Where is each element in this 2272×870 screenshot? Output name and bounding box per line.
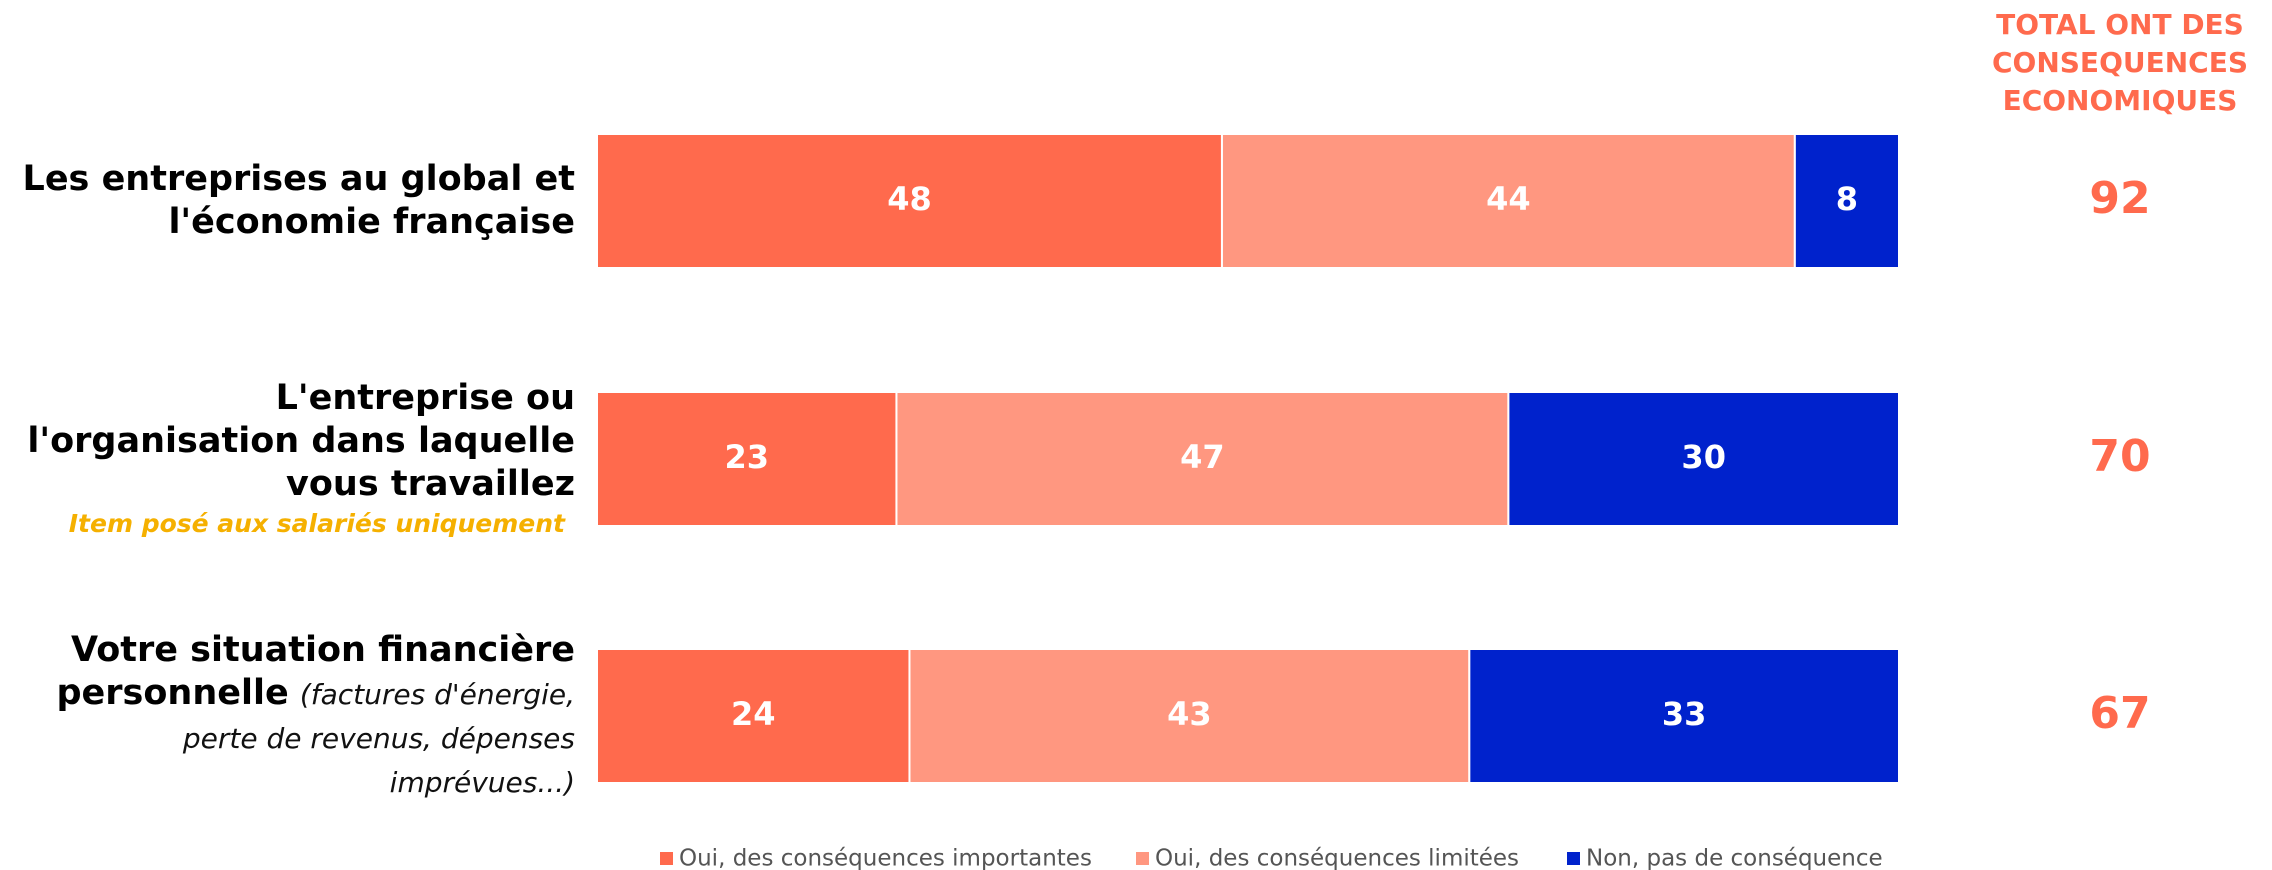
value-label: 23 <box>724 438 769 476</box>
legend-label: Oui, des conséquences importantes <box>679 846 1092 870</box>
legend-swatch <box>1567 852 1580 865</box>
value-label: 47 <box>1180 438 1225 476</box>
bar-segment <box>1507 391 1901 527</box>
category-text: L'entreprise ou l'organisation dans laqu… <box>27 377 575 504</box>
bar-segment <box>596 648 911 784</box>
legend-label: Non, pas de conséquence <box>1586 846 1883 870</box>
value-label: 24 <box>731 695 776 733</box>
total-value: 92 <box>2089 173 2150 224</box>
category-label: L'entreprise ou l'organisation dans laqu… <box>0 377 575 542</box>
annotation: (factures d'énergie, perte de revenus, d… <box>182 677 575 799</box>
legend-label: Oui, des conséquences limitées <box>1155 846 1519 870</box>
bar-segment <box>895 391 1510 527</box>
bar-segment <box>908 648 1471 784</box>
bar-segment <box>1468 648 1900 784</box>
category-text: Votre situation financière personnelle <box>56 629 575 713</box>
value-label: 44 <box>1486 180 1531 218</box>
value-label: 8 <box>1836 180 1858 218</box>
value-label: 48 <box>887 180 932 218</box>
bar-segment <box>1220 133 1796 269</box>
value-label: 33 <box>1662 695 1707 733</box>
value-label: 43 <box>1167 695 1212 733</box>
bar-segment <box>596 133 1223 269</box>
category-label: Les entreprises au global et l'économie … <box>0 158 575 244</box>
bar-segment <box>596 391 898 527</box>
category-label: Votre situation financière personnelle (… <box>0 629 575 804</box>
category-text: Les entreprises au global et l'économie … <box>22 159 575 242</box>
total-value: 67 <box>2089 688 2150 739</box>
bar-segment <box>1793 133 1900 269</box>
legend-swatch <box>660 852 673 865</box>
annotation: Item posé aux salariés uniquement <box>68 508 565 538</box>
total-value: 70 <box>2089 431 2150 482</box>
legend-swatch <box>1136 852 1149 865</box>
value-label: 30 <box>1681 438 1726 476</box>
totals-title: TOTAL ONT DES CONSEQUENCES ECONOMIQUES <box>1991 8 2249 117</box>
